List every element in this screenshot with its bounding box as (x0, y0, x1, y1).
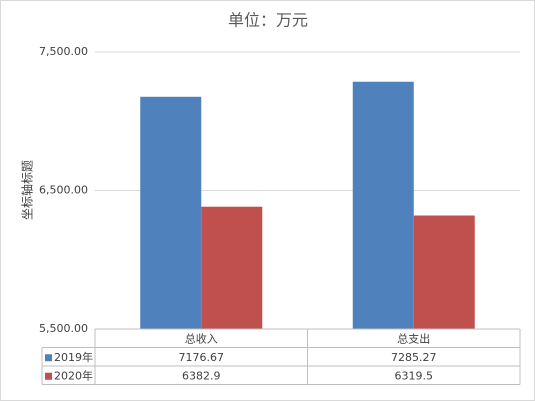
y-axis-title: 坐标轴标题 (20, 160, 35, 220)
table-value: 6382.9 (182, 369, 221, 382)
table-value: 7176.67 (179, 351, 225, 364)
legend-marker (45, 354, 52, 362)
y-tick-label: 5,500.00 (39, 322, 88, 335)
chart-title: 单位：万元 (228, 11, 308, 30)
x-tick-label: 总收入 (185, 331, 218, 345)
y-tick-label: 7,500.00 (39, 45, 88, 58)
bar (201, 206, 263, 329)
legend-marker (45, 372, 52, 380)
x-tick-label: 总支出 (397, 331, 430, 345)
bar (352, 81, 414, 329)
table-value: 7285.27 (391, 351, 437, 364)
legend-label: 2019年 (54, 350, 93, 364)
y-tick-label: 6,500.00 (39, 184, 88, 197)
bar (413, 215, 475, 329)
bar (140, 96, 202, 329)
table-value: 6319.5 (395, 369, 434, 382)
legend-label: 2020年 (54, 368, 93, 382)
